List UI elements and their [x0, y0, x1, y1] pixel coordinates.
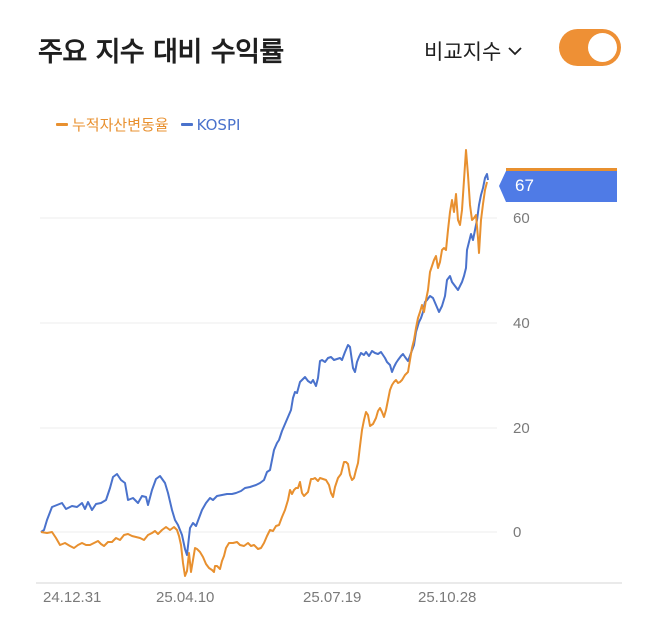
gridlines	[40, 217, 497, 533]
y-tick-0: 0	[513, 524, 522, 541]
chart-legend: 누적자산변동율 KOSPI	[56, 114, 252, 135]
chevron-down-icon	[508, 47, 522, 56]
y-tick-20: 20	[513, 420, 530, 437]
toggle-knob	[588, 33, 617, 62]
current-value-label: 67	[515, 176, 534, 195]
x-tick-2: 25.04.10	[156, 589, 215, 606]
legend-swatch-kospi	[180, 123, 193, 126]
y-tick-60: 60	[513, 210, 530, 227]
compare-index-label: 비교지수	[424, 40, 502, 64]
legend-item-kospi[interactable]: KOSPI	[180, 115, 241, 134]
compare-toggle[interactable]	[559, 29, 621, 66]
page-title: 주요 지수 대비 수익률	[38, 37, 284, 68]
legend-label-kospi: KOSPI	[196, 115, 241, 134]
kospi-line	[40, 173, 489, 556]
x-tick-1: 24.12.31	[43, 589, 102, 606]
portfolio-line	[40, 149, 488, 577]
current-value-badge	[499, 168, 617, 202]
x-tick-3: 25.07.19	[303, 589, 362, 606]
legend-label-portfolio: 누적자산변동율	[72, 116, 169, 134]
legend-swatch-portfolio	[56, 123, 68, 126]
legend-item-portfolio[interactable]: 누적자산변동율	[56, 114, 169, 135]
compare-index-dropdown[interactable]: 비교지수	[424, 36, 523, 66]
x-tick-4: 25.10.28	[418, 589, 477, 606]
y-tick-40: 40	[513, 315, 530, 332]
